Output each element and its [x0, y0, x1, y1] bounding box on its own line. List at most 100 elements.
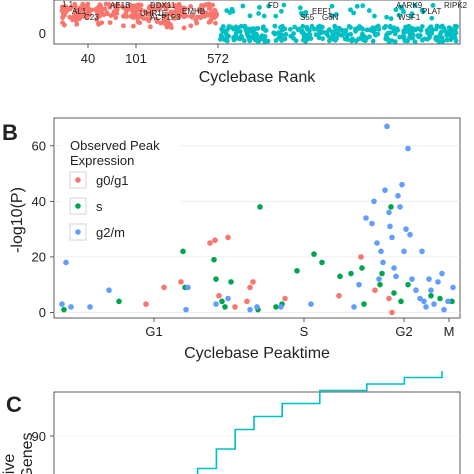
- panel-c-frame: [53, 391, 461, 474]
- rank-point-red: [168, 25, 174, 31]
- rank-point-teal: [335, 32, 341, 38]
- rank-point-teal: [247, 13, 253, 19]
- gene-label: AL1: [72, 7, 87, 16]
- rank-point-teal: [256, 11, 262, 16]
- rank-point-teal: [300, 23, 306, 29]
- rank-point-teal: [360, 31, 365, 37]
- rank-point-teal: [303, 38, 308, 44]
- scatter-point-g2m: [431, 301, 437, 307]
- legend-label-g0g1: g0/g1: [96, 173, 129, 188]
- gene-label: DDX11: [150, 1, 176, 10]
- rank-point-teal: [299, 29, 305, 35]
- gene-label: EMHB: [182, 7, 205, 16]
- gene-label: UHR1E: [140, 9, 167, 18]
- panel-b-ytick-label: 40: [32, 194, 46, 209]
- rank-point-teal: [224, 8, 230, 13]
- rank-point-red: [135, 15, 141, 21]
- panel-c-ytick-90: 90: [32, 429, 46, 444]
- rank-point-teal: [253, 37, 258, 43]
- legend-marker-g2m: [75, 229, 81, 235]
- scatter-point-g0g1: [244, 298, 250, 305]
- rank-point-teal: [415, 26, 421, 32]
- scatter-point-g2m: [376, 276, 382, 282]
- scatter-point-s: [180, 248, 186, 255]
- scatter-point-g2m: [374, 240, 380, 246]
- scatter-point-g2m: [106, 287, 112, 294]
- rank-point-teal: [429, 15, 435, 21]
- rank-point-teal: [444, 37, 450, 43]
- rank-point-red: [195, 14, 200, 20]
- rank-point-teal: [387, 24, 393, 30]
- rank-point-teal: [420, 9, 426, 15]
- rank-point-teal: [283, 31, 289, 37]
- gene-label: FD: [268, 1, 279, 10]
- rank-point-teal: [354, 3, 360, 9]
- rank-point-red: [188, 4, 194, 9]
- rank-point-teal: [297, 5, 303, 11]
- rank-point-teal: [400, 34, 406, 40]
- rank-point-teal: [368, 27, 373, 33]
- rank-point-teal: [434, 23, 440, 29]
- rank-point-teal: [383, 23, 389, 29]
- rank-point-teal: [251, 26, 257, 32]
- scatter-point-g2m: [378, 248, 384, 255]
- rank-point-red: [147, 15, 153, 21]
- scatter-point-g2m: [308, 301, 314, 307]
- panel-b: B 0 20 40 60 G1 S G2 M Observed Peak Expressio…: [2, 117, 461, 362]
- scatter-point-s: [273, 304, 279, 310]
- rank-point-red: [183, 13, 189, 19]
- rank-point-teal: [257, 5, 262, 10]
- scatter-point-s: [213, 276, 219, 282]
- rank-point-teal: [360, 37, 366, 43]
- rank-point-red: [190, 12, 196, 18]
- rank-point-red: [94, 9, 100, 15]
- rank-point-teal: [396, 12, 402, 18]
- rank-point-teal: [360, 3, 366, 9]
- rank-point-teal: [402, 38, 408, 44]
- rank-point-teal: [228, 24, 234, 30]
- rank-point-red: [74, 21, 80, 27]
- rank-point-teal: [410, 32, 416, 37]
- scatter-point-g2m: [439, 270, 445, 277]
- scatter-point-g2m: [450, 284, 456, 291]
- rank-point-teal: [427, 35, 432, 40]
- rank-point-red: [188, 23, 194, 29]
- rank-point-teal: [225, 27, 230, 32]
- rank-point-red: [147, 24, 153, 30]
- rank-point-red: [137, 20, 143, 26]
- rank-point-red: [104, 10, 110, 16]
- rank-point-teal: [351, 10, 357, 16]
- rank-point-teal: [253, 33, 259, 39]
- scatter-point-g2m: [441, 306, 447, 313]
- rank-point-teal: [329, 3, 335, 9]
- rank-point-teal: [295, 27, 301, 33]
- gene-label: EEF1: [312, 7, 333, 16]
- rank-point-teal: [412, 3, 418, 8]
- rank-point-teal: [276, 30, 281, 36]
- rank-point-teal: [406, 29, 412, 35]
- rank-point-red: [98, 3, 104, 9]
- rank-point-red: [138, 7, 144, 13]
- rank-point-red: [103, 1, 109, 7]
- scatter-point-g2m: [278, 304, 284, 310]
- gene-label: S55: [300, 13, 315, 22]
- panel-b-xtick-label: S: [300, 324, 309, 339]
- panel-a-xtick-40: 40: [81, 51, 95, 66]
- scatter-point-g2m: [435, 279, 441, 285]
- panel-b-ytick-label: 20: [32, 249, 46, 264]
- rank-point-teal: [357, 24, 362, 29]
- rank-point-red: [171, 16, 177, 21]
- rank-point-red: [94, 17, 99, 22]
- rank-point-red: [164, 24, 170, 30]
- rank-point-red: [206, 5, 212, 11]
- rank-point-teal: [364, 27, 370, 33]
- rank-point-red: [102, 6, 108, 12]
- scatter-point-g2m: [413, 287, 419, 294]
- rank-point-teal: [259, 33, 265, 39]
- panel-a-xlabel: Cyclebase Rank: [199, 69, 317, 86]
- rank-point-teal: [392, 39, 398, 45]
- rank-point-teal: [434, 37, 439, 43]
- scatter-point-g2m: [382, 187, 388, 194]
- panel-a-xtick-101: 101: [125, 51, 147, 66]
